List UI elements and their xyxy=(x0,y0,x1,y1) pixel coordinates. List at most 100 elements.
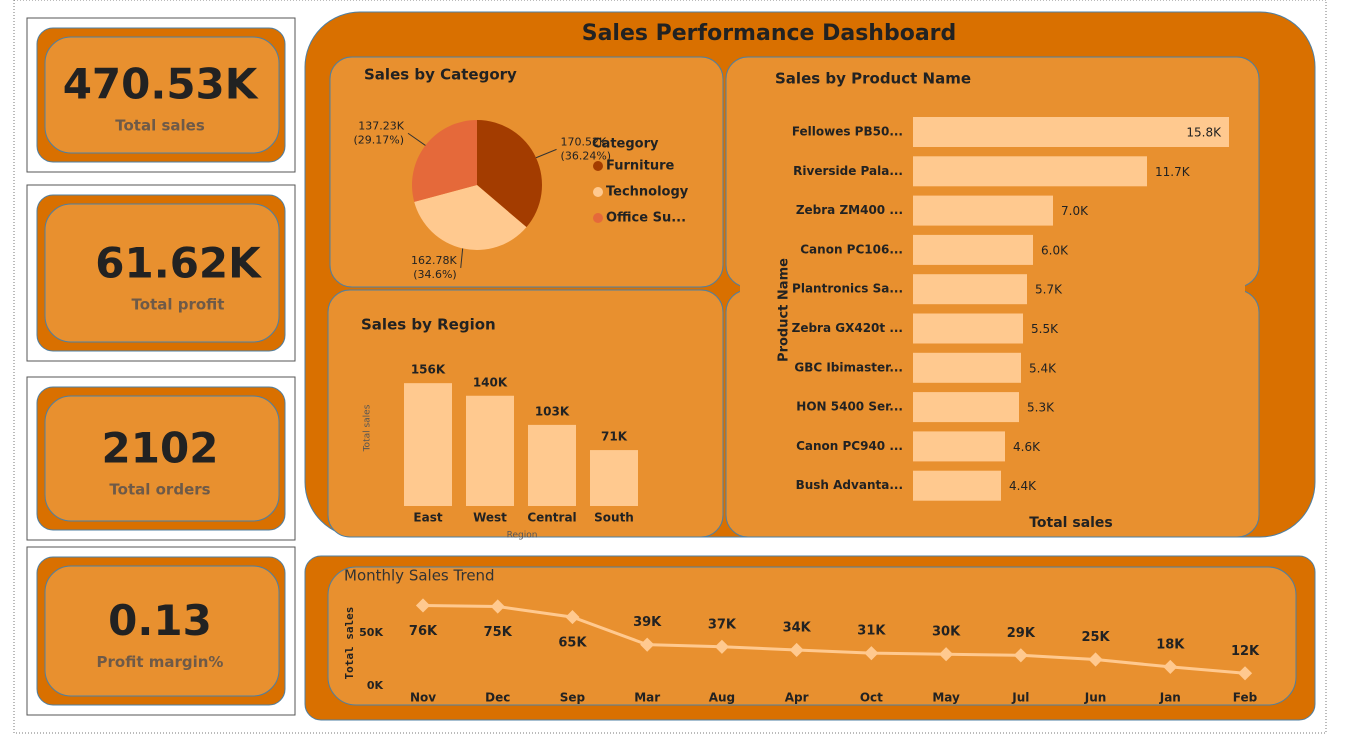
x-tick-label: May xyxy=(932,691,960,705)
point-marker xyxy=(490,599,505,614)
bar xyxy=(913,234,1033,265)
bar xyxy=(913,156,1147,187)
kpi-inner xyxy=(44,36,280,154)
data-label: 5.5K xyxy=(1031,322,1059,336)
data-label: 15.8K xyxy=(1186,126,1222,140)
x-tick-label: East xyxy=(413,511,442,525)
kpi-label: Total sales xyxy=(115,116,205,134)
x-tick-label: Feb xyxy=(1233,691,1258,705)
data-label: 39K xyxy=(633,615,662,630)
data-label: 7.0K xyxy=(1061,204,1089,218)
x-tick-label: Sep xyxy=(560,691,586,705)
bar xyxy=(913,274,1027,305)
legend-label: Technology xyxy=(606,185,689,200)
bar xyxy=(466,395,514,506)
data-label: 156K xyxy=(411,363,446,377)
bar xyxy=(913,117,1229,147)
x-tick-label: Jul xyxy=(1011,691,1029,705)
data-label: 5.4K xyxy=(1029,361,1057,375)
data-label: 65K xyxy=(558,636,587,651)
y-tick-label: Canon PC106... xyxy=(800,242,903,256)
bar xyxy=(913,195,1053,226)
y-tick-label: Canon PC940 ... xyxy=(796,439,903,453)
pie-slice xyxy=(412,120,477,202)
kpi-label: Total profit xyxy=(132,295,225,313)
y-tick-label: Bush Advanta... xyxy=(796,478,903,492)
kpi-value: 61.62K xyxy=(95,238,262,287)
pie-percent-label: (36.24%) xyxy=(561,149,612,162)
point-marker xyxy=(565,610,580,625)
pie-percent-label: (34.6%) xyxy=(413,268,457,281)
data-label: 75K xyxy=(484,625,513,640)
data-label: 103K xyxy=(535,404,570,418)
data-label: 71K xyxy=(601,430,628,444)
data-label: 18K xyxy=(1156,637,1185,652)
data-label: 29K xyxy=(1007,626,1036,641)
bar xyxy=(913,313,1023,344)
y-tick-label: 0K xyxy=(367,679,384,692)
y-tick-label: Riverside Pala... xyxy=(793,164,903,178)
y-tick-label: 50K xyxy=(359,626,383,639)
y-tick-label: HON 5400 Ser... xyxy=(796,400,903,414)
y-axis-label: Total sales xyxy=(363,404,373,452)
data-label: 140K xyxy=(473,375,508,389)
point-marker xyxy=(714,639,729,654)
legend-label: Office Su... xyxy=(606,211,686,226)
data-label: 31K xyxy=(857,624,886,639)
bar xyxy=(913,352,1021,383)
x-tick-label: Jun xyxy=(1084,691,1107,705)
data-label: 4.4K xyxy=(1009,479,1037,493)
chart-title: Sales by Product Name xyxy=(775,70,971,88)
pie-value-label: 137.23K xyxy=(358,119,404,132)
point-marker xyxy=(789,642,804,658)
kpi-inner xyxy=(44,395,280,522)
legend-label: Furniture xyxy=(606,159,674,174)
bar xyxy=(590,450,638,506)
kpi-inner xyxy=(44,565,280,697)
data-label: 12K xyxy=(1231,644,1260,659)
y-axis-label: Total sales xyxy=(343,607,356,680)
data-label: 30K xyxy=(932,625,961,640)
y-tick-label: Zebra GX420t ... xyxy=(792,321,903,335)
data-label: 6.0K xyxy=(1041,243,1069,257)
legend-title: Category xyxy=(592,137,659,152)
chart-title: Monthly Sales Trend xyxy=(344,567,495,585)
data-label: 5.3K xyxy=(1027,401,1055,415)
x-tick-label: Mar xyxy=(634,691,660,705)
x-tick-label: South xyxy=(594,511,634,525)
pie-value-label: 162.78K xyxy=(411,254,457,267)
x-tick-label: Dec xyxy=(485,691,510,705)
point-marker xyxy=(415,598,431,613)
data-label: 34K xyxy=(783,620,812,635)
leader-line xyxy=(460,248,464,268)
data-label: 76K xyxy=(409,624,438,639)
x-tick-label: Central xyxy=(527,511,576,525)
x-axis-label: Total sales xyxy=(1029,515,1113,531)
point-marker xyxy=(1013,648,1028,663)
point-marker xyxy=(864,646,879,661)
x-tick-label: West xyxy=(473,511,507,525)
point-marker xyxy=(1163,659,1178,674)
point-marker xyxy=(939,647,954,662)
leader-line xyxy=(407,132,426,146)
legend-swatch xyxy=(593,213,603,223)
bar xyxy=(913,470,1001,501)
kpi-label: Profit margin% xyxy=(97,653,224,671)
kpi-value: 470.53K xyxy=(63,59,259,108)
data-label: 11.7K xyxy=(1155,165,1191,179)
kpi-label: Total orders xyxy=(109,480,210,498)
x-tick-label: Aug xyxy=(709,691,735,705)
chart-title: Sales by Region xyxy=(361,316,496,334)
x-tick-label: Nov xyxy=(410,691,436,705)
point-marker xyxy=(1237,666,1253,681)
y-tick-label: Zebra ZM400 ... xyxy=(796,203,903,217)
point-marker xyxy=(640,637,655,652)
page-border xyxy=(13,0,1327,734)
pie-percent-label: (29.17%) xyxy=(353,133,404,146)
x-tick-label: Oct xyxy=(860,691,883,705)
y-tick-label: GBC Ibimaster... xyxy=(794,360,903,374)
x-axis-label: Region xyxy=(507,531,538,541)
bar xyxy=(913,392,1019,423)
y-tick-label: Fellowes PB50... xyxy=(792,125,903,139)
